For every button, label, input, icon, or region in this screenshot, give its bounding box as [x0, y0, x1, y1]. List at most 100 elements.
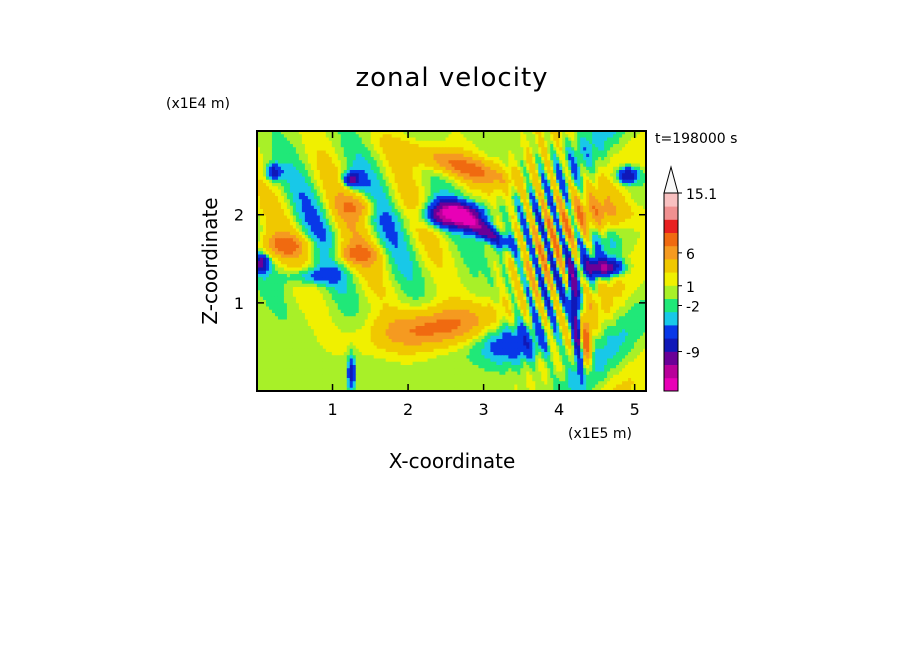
heatmap-cell [556, 131, 560, 135]
heatmap-cell [257, 144, 261, 148]
heatmap-cell [409, 218, 414, 223]
heatmap-cell [451, 144, 456, 148]
heatmap-cell [424, 176, 429, 181]
heatmap-cell [607, 231, 611, 236]
heatmap-cell [257, 166, 261, 171]
heatmap-cell [373, 173, 378, 178]
heatmap-cell [427, 183, 432, 187]
heatmap-cell [466, 137, 471, 142]
heatmap-cell [376, 153, 381, 158]
heatmap-cell [463, 153, 468, 158]
heatmap-cell [355, 218, 360, 223]
heatmap-cell [307, 166, 312, 171]
heatmap-cell [376, 160, 381, 165]
heatmap-cell [322, 212, 327, 217]
heatmap-cell [397, 147, 402, 152]
heatmap-cell [496, 212, 500, 217]
heatmap-cell [499, 134, 503, 139]
heatmap-cell [550, 192, 554, 197]
heatmap-cell [514, 196, 518, 200]
heatmap-cell [598, 251, 602, 256]
heatmap-cell [589, 212, 593, 217]
heatmap-cell [379, 251, 384, 256]
heatmap-cell [328, 137, 333, 142]
heatmap-cell [520, 147, 524, 152]
heatmap-cell [613, 150, 617, 155]
heatmap-cell [319, 248, 324, 252]
heatmap-cell [532, 137, 536, 142]
heatmap-cell [394, 196, 399, 200]
heatmap-cell [271, 176, 276, 181]
heatmap-cell [643, 147, 646, 152]
heatmap-cell [424, 196, 429, 200]
heatmap-cell [577, 160, 581, 165]
heatmap-cell [496, 153, 500, 158]
heatmap-cell [361, 137, 366, 142]
heatmap-cell [478, 238, 483, 243]
heatmap-cell [343, 196, 348, 200]
heatmap-cell [526, 179, 530, 184]
heatmap-cell [640, 131, 644, 135]
heatmap-cell [469, 199, 474, 204]
heatmap-cell [613, 212, 617, 217]
heatmap-cell [484, 241, 489, 246]
heatmap-cell [379, 176, 384, 181]
heatmap-cell [610, 248, 614, 252]
heatmap-cell [319, 199, 324, 204]
heatmap-cell [544, 215, 548, 220]
heatmap-cell [589, 157, 593, 161]
heatmap-cell [550, 137, 554, 142]
heatmap-cell [388, 186, 393, 191]
heatmap-cell [316, 144, 321, 148]
heatmap-cell [271, 244, 276, 249]
heatmap-cell [262, 153, 267, 158]
heatmap-cell [583, 163, 587, 168]
heatmap-cell [466, 147, 471, 152]
heatmap-cell [610, 228, 614, 233]
heatmap-cell [493, 199, 497, 204]
heatmap-cell [409, 189, 414, 194]
heatmap-cell [433, 228, 438, 233]
heatmap-cell [478, 215, 483, 220]
heatmap-cell [271, 205, 276, 210]
heatmap-cell [637, 157, 641, 161]
heatmap-cell [469, 228, 474, 233]
heatmap-cell [568, 157, 572, 161]
heatmap-cell [463, 244, 468, 249]
heatmap-cell [538, 147, 542, 152]
heatmap-cell [457, 235, 462, 239]
heatmap-cell [388, 163, 393, 168]
heatmap-cell [439, 202, 444, 207]
heatmap-cell [640, 157, 644, 161]
heatmap-cell [505, 131, 509, 135]
heatmap-cell [259, 215, 264, 220]
heatmap-cell [331, 131, 336, 135]
heatmap-cell [400, 137, 405, 142]
heatmap-cell [391, 134, 396, 139]
heatmap-cell [466, 199, 471, 204]
heatmap-cell [577, 231, 581, 236]
heatmap-cell [382, 202, 387, 207]
heatmap-cell [478, 248, 483, 252]
heatmap-cell [367, 160, 372, 165]
heatmap-cell [463, 170, 468, 174]
heatmap-cell [406, 153, 411, 158]
heatmap-cell [385, 140, 390, 145]
heatmap-cell [541, 163, 545, 168]
heatmap-cell [610, 209, 614, 213]
heatmap-cell [529, 238, 533, 243]
heatmap-cell [436, 209, 441, 213]
heatmap-cell [562, 209, 566, 213]
heatmap-cell [271, 163, 276, 168]
heatmap-cell [517, 157, 521, 161]
heatmap-cell [271, 134, 276, 139]
heatmap-cell [352, 244, 357, 249]
heatmap-cell [640, 238, 644, 243]
heatmap-cell [469, 241, 474, 246]
heatmap-cell [328, 134, 333, 139]
heatmap-cell [334, 248, 339, 252]
heatmap-cell [487, 176, 491, 181]
heatmap-cell [361, 196, 366, 200]
heatmap-cell [295, 222, 300, 226]
heatmap-cell [499, 238, 503, 243]
